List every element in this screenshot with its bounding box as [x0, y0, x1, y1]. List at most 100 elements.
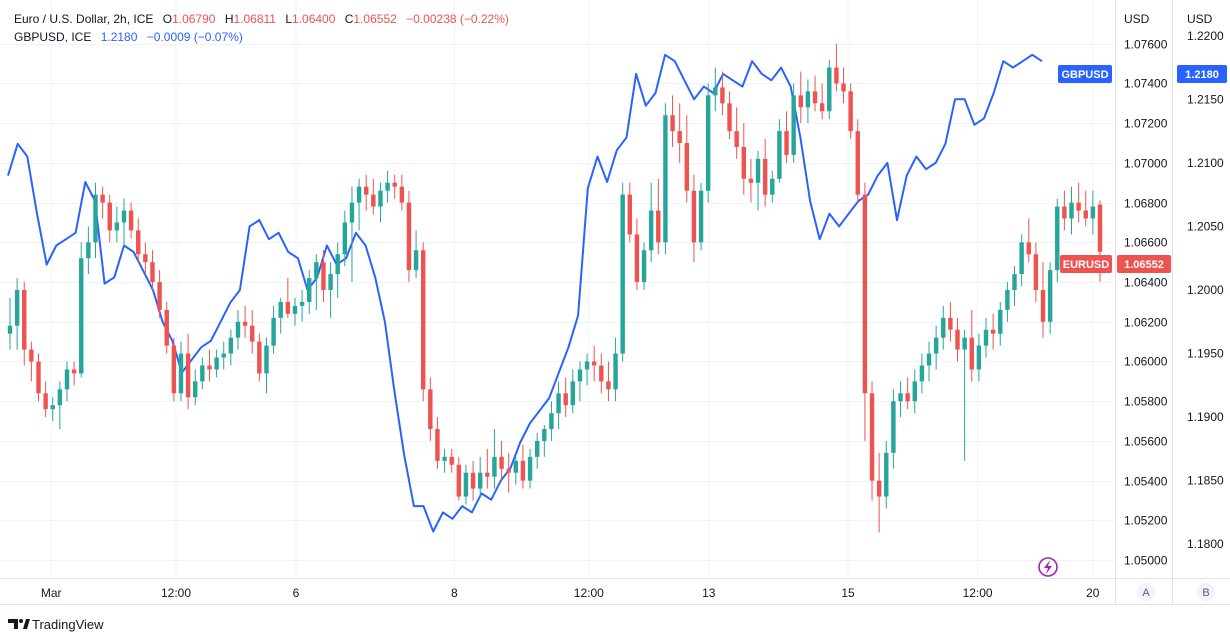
candle-body — [955, 329, 960, 350]
candle-up — [328, 262, 333, 318]
right-tick-label: 1.1900 — [1187, 410, 1224, 424]
candle-down — [784, 111, 789, 163]
legend-h-value: 1.06811 — [233, 12, 276, 26]
candle-body — [563, 393, 568, 406]
candle-down — [1076, 182, 1081, 223]
legend-compare-change: −0.0009 (−0.07%) — [147, 30, 243, 44]
candle-body — [307, 278, 312, 302]
candle-body — [1019, 242, 1024, 275]
candle-body — [378, 190, 383, 207]
legend-main-name: Euro / U.S. Dollar, 2h, ICE — [14, 12, 153, 26]
candle-down — [1083, 190, 1088, 227]
candle-body — [1090, 206, 1096, 219]
candle-body — [606, 381, 611, 390]
candle-down — [143, 242, 148, 275]
candle-body — [193, 381, 198, 398]
candle-down — [1040, 262, 1046, 338]
candle-down — [470, 460, 476, 501]
right-tick-label: 1.2000 — [1187, 283, 1224, 297]
candle-body — [470, 472, 476, 489]
b-scale-button-label: B — [1202, 587, 1209, 599]
candle-down — [36, 353, 41, 402]
candle-up — [477, 456, 483, 497]
candle-up — [271, 305, 276, 354]
candle-up — [86, 226, 91, 275]
candle-body — [570, 381, 576, 406]
candle-up — [299, 290, 305, 322]
tradingview-logo[interactable]: TradingView — [8, 617, 104, 632]
candle-body — [143, 254, 148, 263]
candle-down — [606, 361, 611, 402]
candle-body — [57, 389, 63, 406]
candle-down — [1062, 190, 1067, 231]
candle-body — [520, 460, 526, 481]
candle-up — [492, 429, 497, 489]
left-tick-label: 1.05600 — [1124, 435, 1168, 449]
candle-body — [299, 301, 305, 306]
candle-down — [990, 313, 996, 350]
legend-compare-value: 1.2180 — [101, 30, 138, 44]
candle-body — [1055, 206, 1060, 271]
time-tick-label: 12:00 — [161, 586, 191, 600]
auto-scale-button[interactable]: A — [1137, 583, 1155, 601]
candle-body — [962, 337, 967, 350]
candle-body — [784, 131, 789, 155]
candle-down — [834, 43, 839, 92]
candle-body — [577, 369, 583, 382]
candle-body — [485, 472, 490, 477]
candle-body — [435, 429, 440, 461]
candle-body — [798, 95, 803, 108]
candle-body — [648, 210, 654, 251]
eurusd-candle-layer — [7, 43, 1103, 533]
candle-up — [314, 254, 319, 310]
candle-body — [599, 365, 604, 382]
candle-body — [862, 194, 868, 394]
candle-body — [328, 274, 333, 290]
candle-down — [164, 301, 169, 354]
time-tick-label: 13 — [702, 586, 716, 600]
candle-down — [727, 91, 732, 140]
candle-body — [542, 429, 547, 441]
candle-body — [442, 456, 447, 461]
candle-body — [100, 194, 105, 203]
candle-down — [848, 83, 853, 140]
candle-down — [22, 282, 27, 366]
candle-up — [613, 337, 618, 402]
b-scale-button[interactable]: B — [1197, 583, 1215, 601]
candle-body — [271, 317, 276, 346]
tradingview-logo-text: TradingView — [32, 617, 104, 632]
candle-body — [855, 131, 860, 195]
left-tick-label: 1.07200 — [1124, 117, 1168, 131]
candle-body — [1069, 202, 1074, 219]
gbpusd-tag-label: GBPUSD — [1061, 69, 1108, 81]
candle-body — [1083, 210, 1088, 219]
left-tick-label: 1.05200 — [1124, 514, 1168, 528]
candle-down — [955, 317, 960, 362]
candle-down — [456, 456, 462, 501]
candle-body — [720, 87, 725, 104]
candle-body — [207, 365, 212, 370]
candle-body — [71, 369, 77, 374]
candle-up — [827, 59, 832, 120]
candle-up — [933, 325, 939, 370]
candle-down — [812, 75, 818, 112]
candle-body — [876, 480, 882, 497]
candle-down — [563, 377, 568, 418]
candle-down — [257, 333, 262, 382]
time-tick-label: 6 — [293, 586, 300, 600]
candle-up — [648, 182, 654, 263]
candle-up — [442, 448, 447, 473]
candle-up — [983, 317, 989, 358]
lightning-icon[interactable] — [1038, 557, 1058, 577]
candle-body — [834, 67, 839, 84]
candle-body — [292, 305, 298, 314]
left-tick-label: 1.05800 — [1124, 395, 1168, 409]
right-tick-label: 1.1800 — [1187, 537, 1224, 551]
time-tick-label: 15 — [841, 586, 855, 600]
candle-body — [22, 290, 27, 350]
left-tick-label: 1.06600 — [1124, 236, 1168, 250]
candle-body — [748, 178, 754, 183]
candle-up — [1055, 198, 1060, 283]
candle-up — [713, 67, 718, 112]
